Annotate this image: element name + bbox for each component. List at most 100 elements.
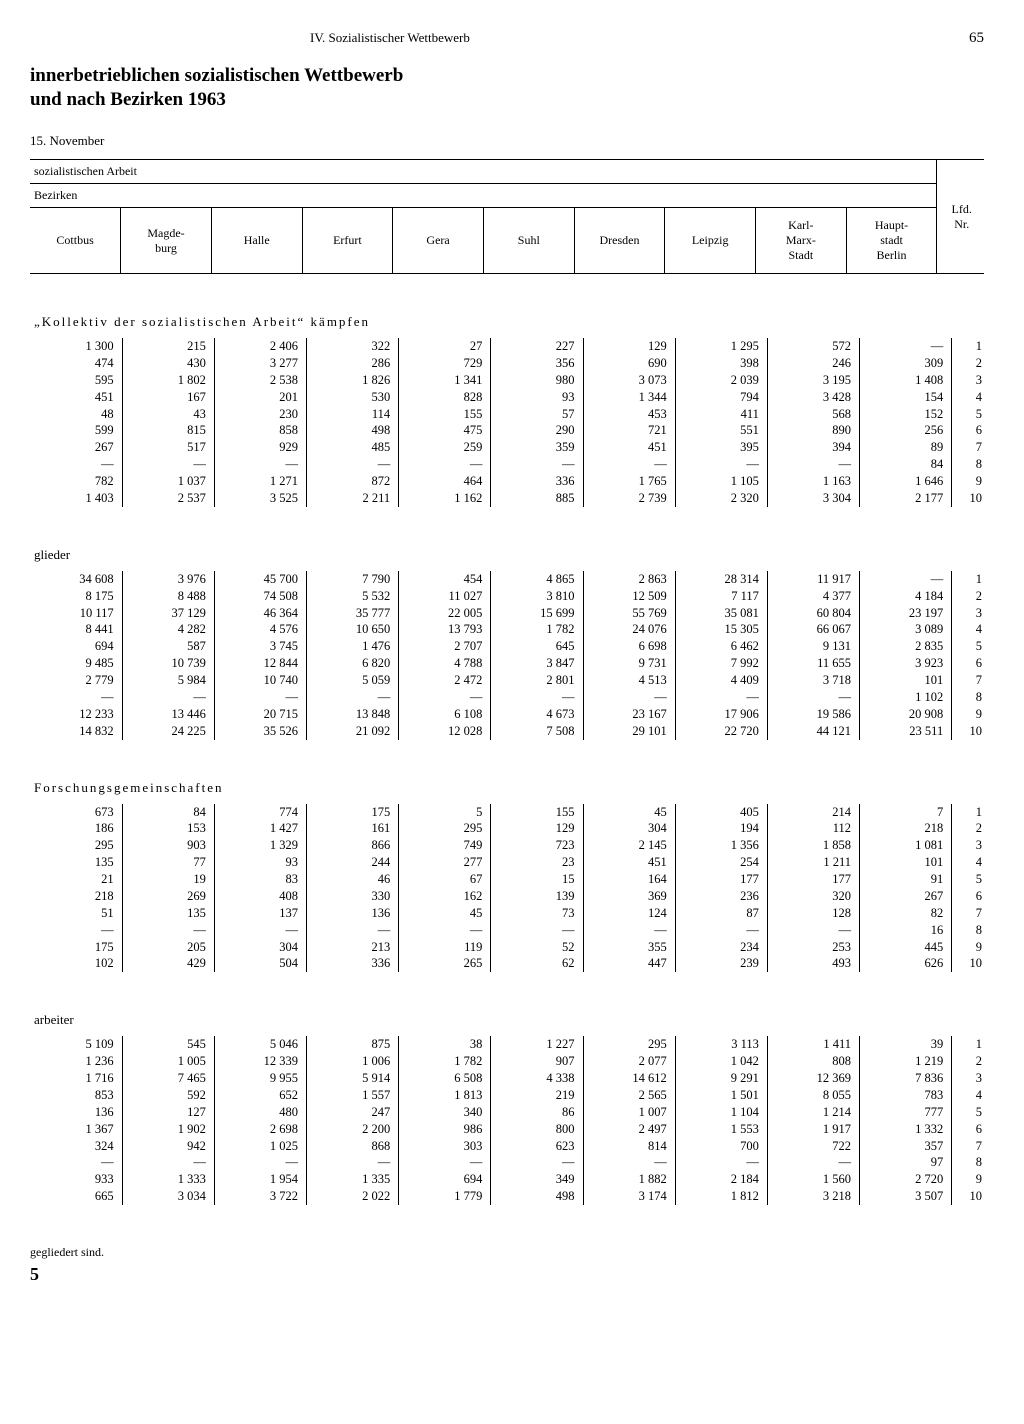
table-cell: 114 (307, 406, 399, 423)
table-row: —————————168 (30, 922, 984, 939)
table-cell: 129 (491, 820, 583, 837)
table-cell: 6 (952, 1121, 984, 1138)
table-cell: 86 (491, 1104, 583, 1121)
table-cell: 3 034 (122, 1188, 214, 1205)
table-row: 14 83224 22535 52621 09212 0287 50829 10… (30, 723, 984, 740)
table-cell: — (583, 922, 675, 939)
table-cell: 84 (122, 804, 214, 821)
table-row: 8 4414 2824 57610 65013 7931 78224 07615… (30, 621, 984, 638)
table-cell: 2 801 (491, 672, 583, 689)
table-cell: 551 (675, 422, 767, 439)
table-row: 211983466715164177177915 (30, 871, 984, 888)
table-cell: 43 (122, 406, 214, 423)
table-cell: 1 826 (307, 372, 399, 389)
table-row: 34 6083 97645 7007 7904544 8652 86328 31… (30, 571, 984, 588)
table-cell: 808 (767, 1053, 859, 1070)
table-cell: — (122, 689, 214, 706)
table-cell: 5 (399, 804, 491, 821)
table-cell: 162 (399, 888, 491, 905)
table-cell: 1 104 (675, 1104, 767, 1121)
table-row: 1861531 4271612951293041941122182 (30, 820, 984, 837)
table-cell: 177 (767, 871, 859, 888)
table-cell: 15 305 (675, 621, 767, 638)
table-cell: 1 917 (767, 1121, 859, 1138)
table-cell: 1 025 (214, 1138, 306, 1155)
table-row: 2959031 3298667497232 1451 3561 8581 081… (30, 837, 984, 854)
table-cell: 1 219 (860, 1053, 952, 1070)
table-cell: 295 (30, 837, 122, 854)
table-cell: 398 (675, 355, 767, 372)
table-row: 1 3002152 406322272271291 295572—1 (30, 338, 984, 355)
table-cell: 10 (952, 1188, 984, 1205)
table-cell: — (767, 922, 859, 939)
table-cell: 3 (952, 372, 984, 389)
table-cell: 1 332 (860, 1121, 952, 1138)
table-cell: — (399, 689, 491, 706)
col-header: Dresden (574, 208, 665, 274)
table-cell: 405 (675, 804, 767, 821)
table-cell: — (491, 689, 583, 706)
table-cell: 28 314 (675, 571, 767, 588)
table-cell: 23 197 (860, 605, 952, 622)
header-table: sozialistischen ArbeitLfd. Nr. Bezirken … (30, 159, 984, 274)
table-cell: 815 (122, 422, 214, 439)
table-cell: 1 646 (860, 473, 952, 490)
table-cell: 430 (122, 355, 214, 372)
table-cell: 853 (30, 1087, 122, 1104)
table-cell: 5 (952, 638, 984, 655)
table-cell: 135 (30, 854, 122, 871)
table-cell: 464 (399, 473, 491, 490)
table-cell: 722 (767, 1138, 859, 1155)
table-cell: 19 586 (767, 706, 859, 723)
table-cell: — (675, 456, 767, 473)
table-cell: 14 832 (30, 723, 122, 740)
table-cell: 24 225 (122, 723, 214, 740)
table-cell: 2 211 (307, 490, 399, 507)
table-cell: 9 485 (30, 655, 122, 672)
table-cell: 1 (952, 804, 984, 821)
table-cell: 474 (30, 355, 122, 372)
table-cell: 5 914 (307, 1070, 399, 1087)
table-cell: 7 508 (491, 723, 583, 740)
table-cell: 2 698 (214, 1121, 306, 1138)
table-cell: 20 908 (860, 706, 952, 723)
table-row: 1 4032 5373 5252 2111 1628852 7392 3203 … (30, 490, 984, 507)
table-cell: 135 (122, 905, 214, 922)
table-cell: 800 (491, 1121, 583, 1138)
table-cell: 93 (214, 854, 306, 871)
table-cell: 453 (583, 406, 675, 423)
table-row: 6738477417551554540521471 (30, 804, 984, 821)
table-cell: 10 (952, 723, 984, 740)
table-cell: 729 (399, 355, 491, 372)
table-cell: 475 (399, 422, 491, 439)
table-row: 6945873 7451 4762 7076456 6986 4629 1312… (30, 638, 984, 655)
col-header: Erfurt (302, 208, 393, 274)
table-cell: 9 (952, 939, 984, 956)
table-cell: 2 (952, 820, 984, 837)
table-cell: 2 739 (583, 490, 675, 507)
table-cell: 1 858 (767, 837, 859, 854)
table-cell: 127 (122, 1104, 214, 1121)
table-cell: 10 (952, 490, 984, 507)
table-cell: — (860, 338, 952, 355)
table-cell: 749 (399, 837, 491, 854)
table-cell: 1 (952, 571, 984, 588)
table-cell: 6 698 (583, 638, 675, 655)
table-cell: 152 (860, 406, 952, 423)
table-row: 5 1095455 046875381 2272953 1131 411391 (30, 1036, 984, 1053)
table-cell: — (307, 922, 399, 939)
page-number: 65 (969, 30, 984, 47)
table-cell: 186 (30, 820, 122, 837)
table-cell: 451 (583, 854, 675, 871)
table-cell: 7 (952, 1138, 984, 1155)
table-cell: 1 403 (30, 490, 122, 507)
table-cell: 23 167 (583, 706, 675, 723)
table-cell: 1 716 (30, 1070, 122, 1087)
table-cell: 155 (491, 804, 583, 821)
table-cell: 11 917 (767, 571, 859, 588)
table-cell: — (583, 456, 675, 473)
table-cell: 12 369 (767, 1070, 859, 1087)
table-row: 1 3671 9022 6982 2009868002 4971 5531 91… (30, 1121, 984, 1138)
table-cell: 10 (952, 955, 984, 972)
table-cell: 153 (122, 820, 214, 837)
